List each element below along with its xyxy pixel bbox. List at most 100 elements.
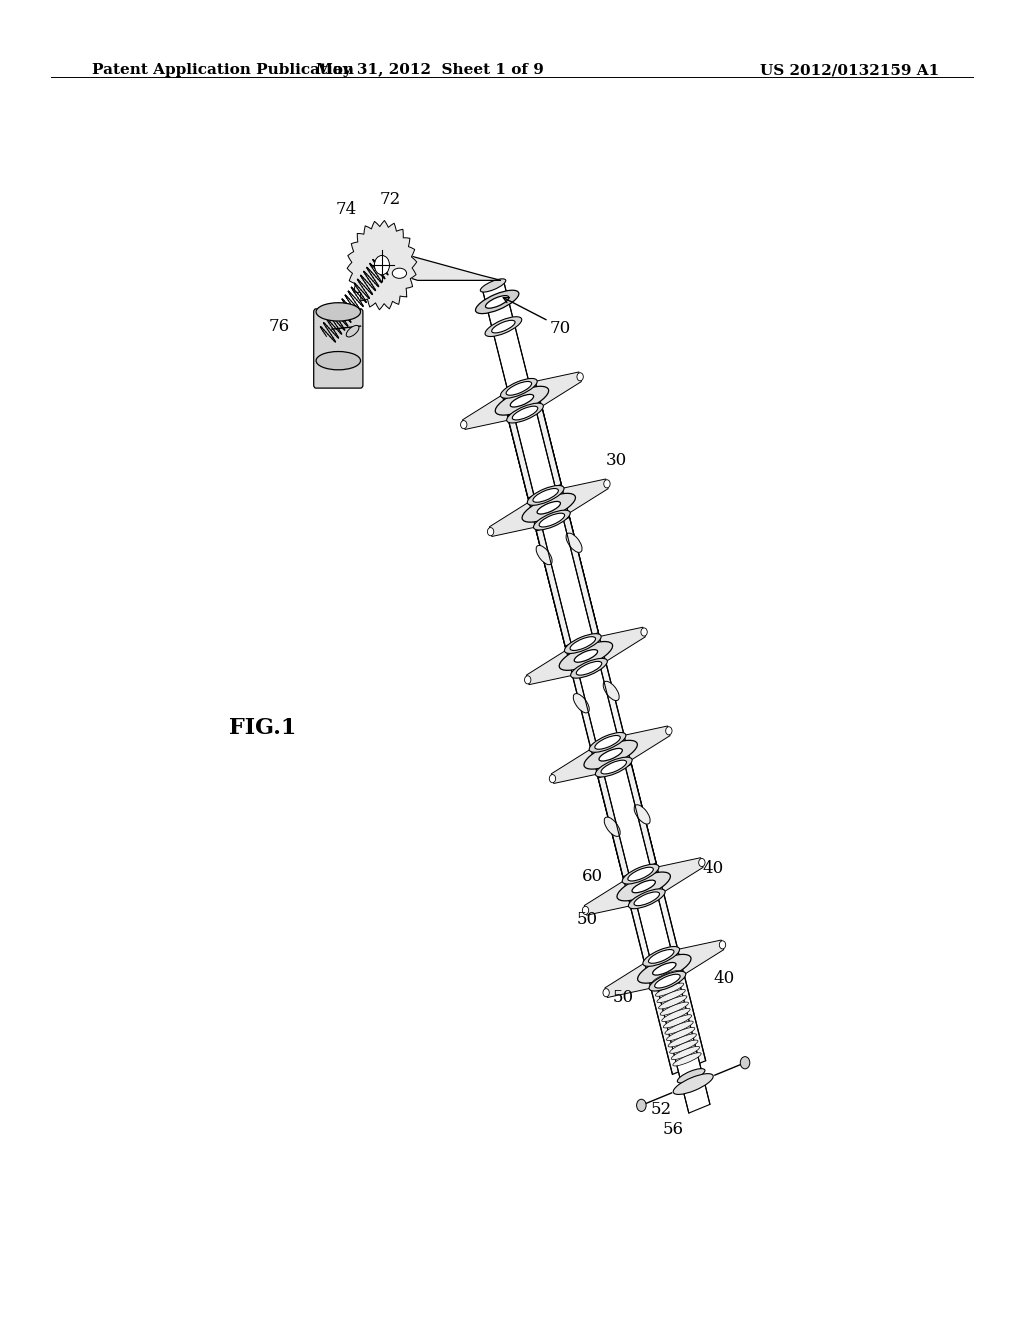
Polygon shape <box>537 517 598 647</box>
Ellipse shape <box>653 977 682 990</box>
Ellipse shape <box>604 817 621 837</box>
Ellipse shape <box>665 1022 693 1035</box>
Ellipse shape <box>564 634 601 653</box>
Ellipse shape <box>577 661 602 675</box>
Ellipse shape <box>643 946 680 966</box>
Ellipse shape <box>658 995 687 1008</box>
Ellipse shape <box>537 502 560 513</box>
Text: 70: 70 <box>550 319 571 337</box>
Ellipse shape <box>634 892 659 906</box>
Ellipse shape <box>664 1015 691 1028</box>
FancyBboxPatch shape <box>313 309 362 388</box>
Polygon shape <box>562 479 608 513</box>
Ellipse shape <box>506 381 531 395</box>
Ellipse shape <box>662 1008 690 1022</box>
Ellipse shape <box>480 279 506 292</box>
Text: 30: 30 <box>605 453 627 470</box>
Polygon shape <box>463 395 509 429</box>
Ellipse shape <box>512 407 538 420</box>
Polygon shape <box>503 385 706 1074</box>
Ellipse shape <box>573 693 589 713</box>
Text: 40: 40 <box>713 970 734 987</box>
Ellipse shape <box>510 395 534 407</box>
Polygon shape <box>625 726 670 760</box>
Ellipse shape <box>492 321 515 333</box>
Ellipse shape <box>599 748 623 762</box>
Ellipse shape <box>475 290 519 314</box>
Polygon shape <box>347 220 417 310</box>
Ellipse shape <box>649 972 686 991</box>
Text: 72: 72 <box>379 190 400 207</box>
Text: 50: 50 <box>577 911 598 928</box>
Ellipse shape <box>652 970 681 983</box>
Ellipse shape <box>566 533 582 552</box>
Ellipse shape <box>634 805 650 824</box>
Circle shape <box>698 858 706 867</box>
Polygon shape <box>599 627 645 661</box>
Ellipse shape <box>501 379 538 399</box>
Ellipse shape <box>539 513 564 527</box>
Ellipse shape <box>677 1069 705 1082</box>
Circle shape <box>487 528 494 536</box>
Ellipse shape <box>570 659 607 678</box>
Polygon shape <box>370 244 501 280</box>
Circle shape <box>719 941 726 949</box>
Polygon shape <box>678 940 724 974</box>
Circle shape <box>604 479 610 488</box>
Ellipse shape <box>532 488 558 502</box>
Ellipse shape <box>657 990 685 1003</box>
Polygon shape <box>598 764 656 876</box>
Circle shape <box>666 727 672 735</box>
Ellipse shape <box>537 545 552 565</box>
Text: 40: 40 <box>702 859 724 876</box>
Circle shape <box>637 1100 646 1111</box>
Ellipse shape <box>668 1034 696 1047</box>
Circle shape <box>583 907 589 915</box>
Circle shape <box>524 676 530 684</box>
Ellipse shape <box>527 486 564 506</box>
Ellipse shape <box>638 954 691 983</box>
Ellipse shape <box>660 1002 688 1015</box>
Ellipse shape <box>485 296 509 308</box>
Polygon shape <box>585 880 630 915</box>
Ellipse shape <box>589 733 626 752</box>
Ellipse shape <box>316 302 360 321</box>
Ellipse shape <box>595 758 632 777</box>
Ellipse shape <box>667 1027 695 1040</box>
Ellipse shape <box>559 642 612 671</box>
Ellipse shape <box>584 741 637 770</box>
Circle shape <box>375 256 389 275</box>
Ellipse shape <box>623 865 658 884</box>
Polygon shape <box>482 281 710 1113</box>
Ellipse shape <box>496 387 549 414</box>
Text: 56: 56 <box>663 1121 684 1138</box>
Ellipse shape <box>670 1040 698 1053</box>
Ellipse shape <box>485 317 522 337</box>
Ellipse shape <box>672 1047 699 1060</box>
Polygon shape <box>507 403 561 498</box>
Ellipse shape <box>632 880 655 892</box>
Ellipse shape <box>316 351 360 370</box>
Circle shape <box>740 1056 750 1069</box>
Ellipse shape <box>673 1073 713 1094</box>
Text: 50: 50 <box>612 989 633 1006</box>
Ellipse shape <box>595 735 621 750</box>
Text: US 2012/0132159 A1: US 2012/0132159 A1 <box>760 63 940 78</box>
Circle shape <box>577 372 584 381</box>
Text: 52: 52 <box>651 1101 672 1118</box>
Text: FIG.1: FIG.1 <box>229 717 297 739</box>
Circle shape <box>603 989 609 997</box>
Ellipse shape <box>648 949 674 964</box>
Polygon shape <box>526 651 572 685</box>
Ellipse shape <box>574 649 598 663</box>
Ellipse shape <box>603 681 620 701</box>
Ellipse shape <box>673 1053 701 1067</box>
Ellipse shape <box>628 867 653 880</box>
Polygon shape <box>657 858 703 892</box>
Polygon shape <box>605 964 651 998</box>
Circle shape <box>461 421 467 429</box>
Ellipse shape <box>522 494 575 523</box>
Text: Patent Application Publication: Patent Application Publication <box>92 63 354 78</box>
Polygon shape <box>489 502 536 536</box>
Text: 76: 76 <box>268 318 290 334</box>
